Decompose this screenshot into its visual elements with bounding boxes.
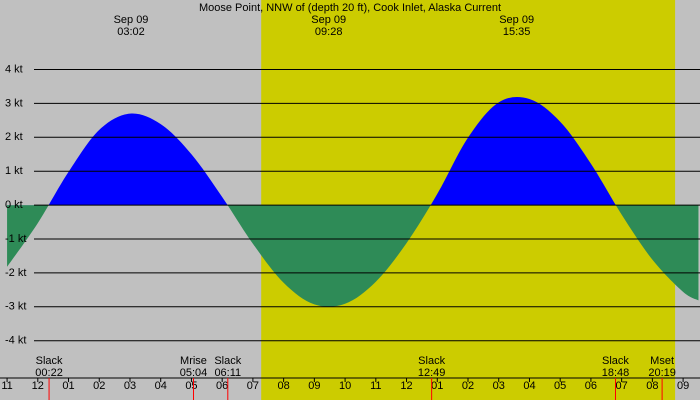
x-tick-label: 03	[493, 380, 505, 392]
x-tick-label: 04	[155, 380, 167, 392]
event-label: Slack	[418, 355, 445, 367]
event-label: Slack	[36, 355, 63, 367]
x-tick-label: 10	[339, 380, 351, 392]
ebb-area	[7, 205, 699, 307]
peak-date: Sep 09	[499, 14, 534, 26]
x-tick-label: 12	[32, 380, 44, 392]
x-tick-label: 12	[400, 380, 412, 392]
x-tick-label: 09	[677, 380, 689, 392]
x-tick-label: 07	[616, 380, 628, 392]
peak-time: 09:28	[315, 26, 343, 38]
x-tick-label: 04	[523, 380, 535, 392]
x-tick-label: 03	[124, 380, 136, 392]
y-tick-label: 4 kt	[5, 63, 23, 75]
y-tick-label: 0 kt	[5, 199, 23, 211]
x-tick-label: 06	[216, 380, 228, 392]
event-time: 00:22	[35, 367, 63, 379]
y-tick-label: -3 kt	[5, 301, 26, 313]
y-tick-label: -4 kt	[5, 335, 26, 347]
x-tick-label: 06	[585, 380, 597, 392]
event-label: Mrise	[180, 355, 207, 367]
y-tick-label: -1 kt	[5, 233, 26, 245]
event-time: 18:48	[602, 367, 630, 379]
x-tick-label: 11	[370, 380, 381, 392]
peak-date: Sep 09	[311, 14, 346, 26]
x-tick-label: 05	[185, 380, 197, 392]
chart-title: Moose Point, NNW of (depth 20 ft), Cook …	[199, 2, 501, 14]
y-tick-label: 1 kt	[5, 165, 23, 177]
y-tick-label: -2 kt	[5, 267, 26, 279]
x-tick-label: 08	[646, 380, 658, 392]
event-time: 06:11	[214, 367, 241, 379]
x-tick-label: 02	[462, 380, 474, 392]
y-tick-label: 3 kt	[5, 97, 23, 109]
x-tick-label: 07	[247, 380, 259, 392]
x-tick-label: 01	[62, 380, 74, 392]
peak-time: 03:02	[117, 26, 145, 38]
peak-date: Sep 09	[114, 14, 149, 26]
x-tick-label: 11	[1, 380, 12, 392]
event-time: 20:19	[648, 367, 676, 379]
x-tick-label: 02	[93, 380, 105, 392]
event-label: Slack	[602, 355, 629, 367]
x-tick-label: 01	[431, 380, 443, 392]
x-tick-label: 05	[554, 380, 566, 392]
peak-time: 15:35	[503, 26, 531, 38]
y-tick-label: 2 kt	[5, 131, 23, 143]
x-tick-label: 08	[278, 380, 290, 392]
event-time: 12:49	[418, 367, 446, 379]
x-tick-label: 09	[308, 380, 320, 392]
event-time: 05:04	[180, 367, 208, 379]
event-label: Slack	[214, 355, 241, 367]
event-label: Mset	[650, 355, 674, 367]
flood-area	[7, 96, 699, 206]
